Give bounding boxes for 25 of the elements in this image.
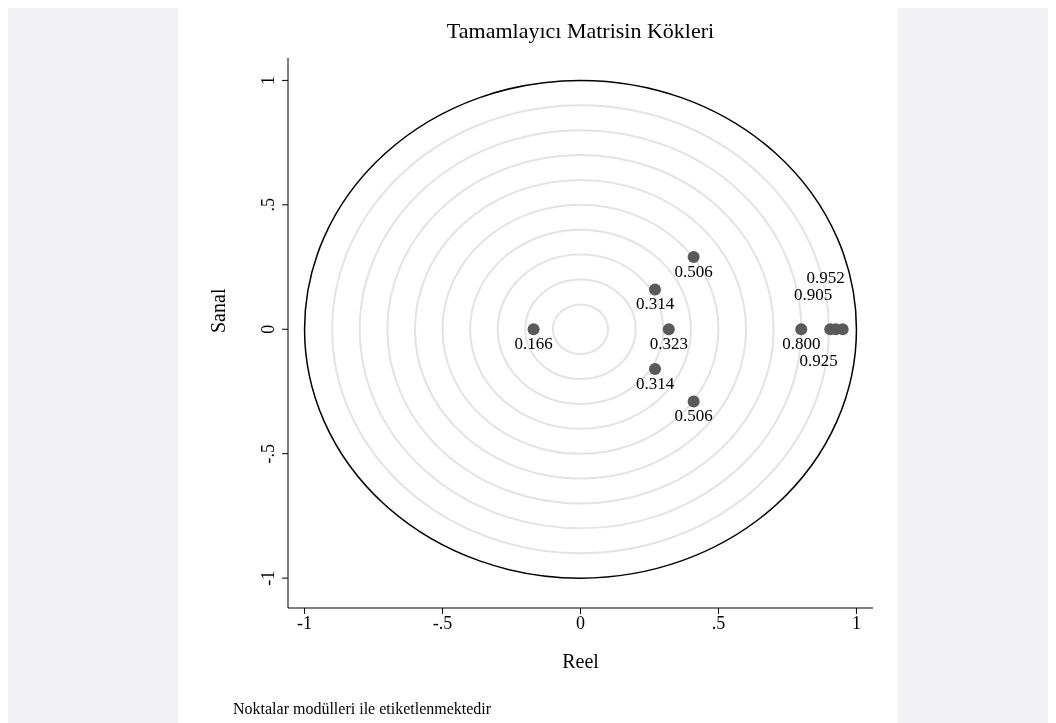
- x-axis-title: Reel: [562, 650, 600, 672]
- x-tick-label: -1: [297, 612, 313, 633]
- y-tick-label: -1: [258, 570, 278, 586]
- y-tick-label: 1: [258, 75, 278, 85]
- y-tick-label: -.5: [258, 443, 278, 464]
- chart-title: Tamamlayıcı Matrisin Kökleri: [445, 18, 716, 44]
- annotation: 0.314: [635, 294, 675, 314]
- annotation: 0.925: [799, 351, 838, 371]
- point: [795, 323, 808, 336]
- y-axis-title: Sanal: [207, 288, 230, 333]
- text: Noktalar modülleri ile etiketlenmektedir: [233, 700, 492, 718]
- annotation: 0.506: [674, 262, 713, 282]
- x-tick-label: .5: [711, 612, 726, 633]
- annotation: 0.506: [674, 406, 713, 426]
- annotation: 0.905: [793, 285, 833, 305]
- annotation: 0.314: [635, 374, 675, 394]
- y-tick-label: .5: [258, 198, 278, 212]
- annotation: 0.166: [514, 334, 553, 354]
- y-tick-label: 0: [258, 324, 278, 334]
- annotation: 0.800: [782, 334, 821, 354]
- x-tick-label: 0: [576, 612, 585, 633]
- annotation: 0.952: [806, 268, 845, 288]
- x-tick-label: -.5: [432, 612, 453, 633]
- x-tick-label: 1: [851, 612, 861, 633]
- annotation: 0.323: [649, 334, 688, 354]
